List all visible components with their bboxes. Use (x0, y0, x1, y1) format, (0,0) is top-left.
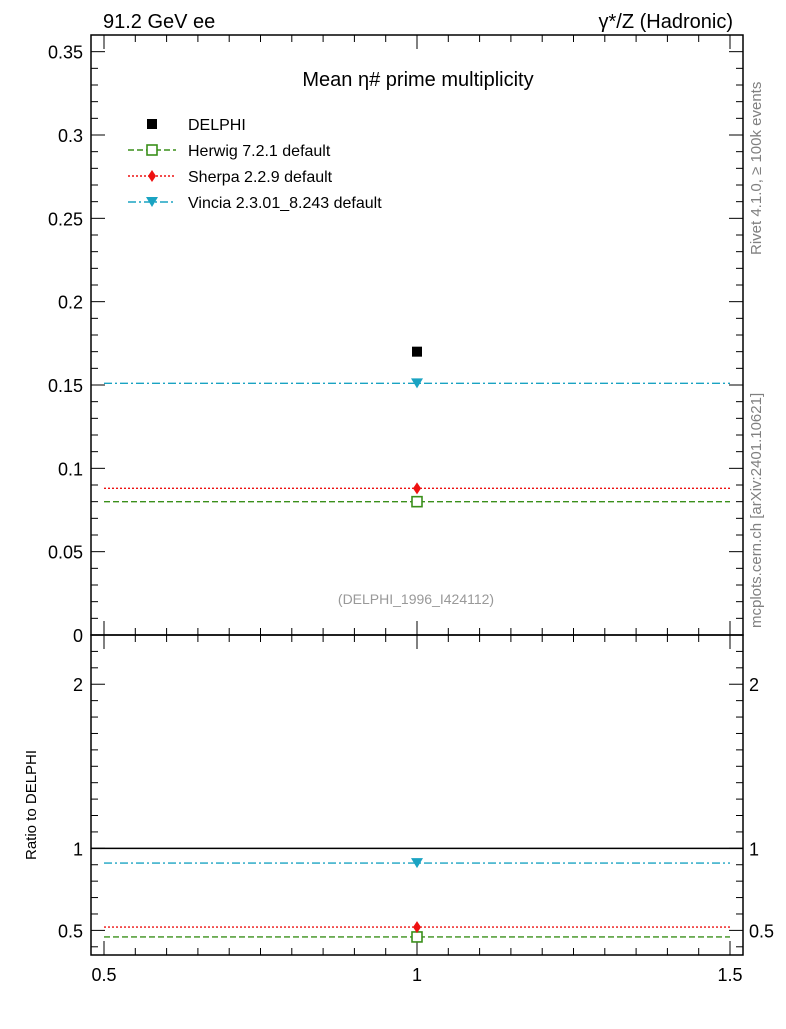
legend: DELPHI Herwig 7.2.1 default Sherpa 2.2.9 d… (128, 117, 382, 212)
legend-data-label: DELPHI (188, 117, 246, 134)
legend-vincia-marker (146, 197, 158, 207)
ratio-plot-frame (90, 634, 744, 956)
ratio-y-tick-label: 2 (73, 675, 83, 695)
y-tick-label: 0.35 (48, 43, 83, 63)
ratio-y-tick-label-right: 0.5 (749, 921, 774, 941)
legend-sherpa-marker (148, 170, 156, 182)
legend-data-marker (147, 119, 157, 129)
vincia-marker (411, 378, 423, 389)
y-tick-label: 0.3 (58, 126, 83, 146)
header-process-label: γ*/Z (Hadronic) (599, 11, 733, 33)
y-tick-label: 0.05 (48, 543, 83, 563)
herwig-ratio-marker (411, 931, 423, 943)
y-tick-label: 0 (73, 626, 83, 646)
y-tick-label: 0.2 (58, 293, 83, 313)
header-energy-label: 91.2 GeV ee (103, 11, 215, 33)
y-tick-label: 0.25 (48, 209, 83, 229)
x-tick-label: 1.5 (717, 965, 742, 985)
ratio-y-tick-label: 1 (73, 839, 83, 859)
analysis-watermark: (DELPHI_1996_I424112) (338, 591, 494, 607)
ratio-y-tick-label: 0.5 (58, 921, 83, 941)
rivet-version-label: Rivet 4.1.0, ≥ 100k events (748, 82, 765, 255)
mcplots-source-label: mcplots.cern.ch [arXiv:2401.10621] (748, 393, 765, 628)
herwig-marker (411, 495, 423, 508)
plot-title: Mean η# prime multiplicity (302, 69, 533, 91)
vincia-ratio-marker (411, 858, 423, 869)
legend-herwig-label: Herwig 7.2.1 default (188, 143, 331, 160)
main-plot-panel: Mean η# prime multiplicity (DELPHI_1996_… (48, 34, 744, 646)
x-tick-label: 0.5 (91, 965, 116, 985)
legend-sherpa-label: Sherpa 2.2.9 default (188, 169, 333, 186)
data-marker (412, 346, 422, 357)
x-tick-label: 1 (412, 965, 422, 985)
sherpa-marker (413, 482, 421, 495)
legend-vincia-label: Vincia 2.3.01_8.243 default (188, 195, 382, 212)
ratio-y-tick-label-right: 1 (749, 839, 759, 859)
ratio-plot-panel: 0.5 0.5 1 1 2 2 0.5 1 1.5 Ratio to DELPHI (23, 634, 774, 985)
sherpa-ratio-marker (413, 921, 421, 934)
y-tick-label: 0.1 (58, 459, 83, 479)
y-tick-label: 0.15 (48, 376, 83, 396)
ratio-y-tick-label-right: 2 (749, 675, 759, 695)
ratio-y-axis-label: Ratio to DELPHI (23, 750, 40, 860)
legend-herwig-marker (146, 144, 158, 156)
